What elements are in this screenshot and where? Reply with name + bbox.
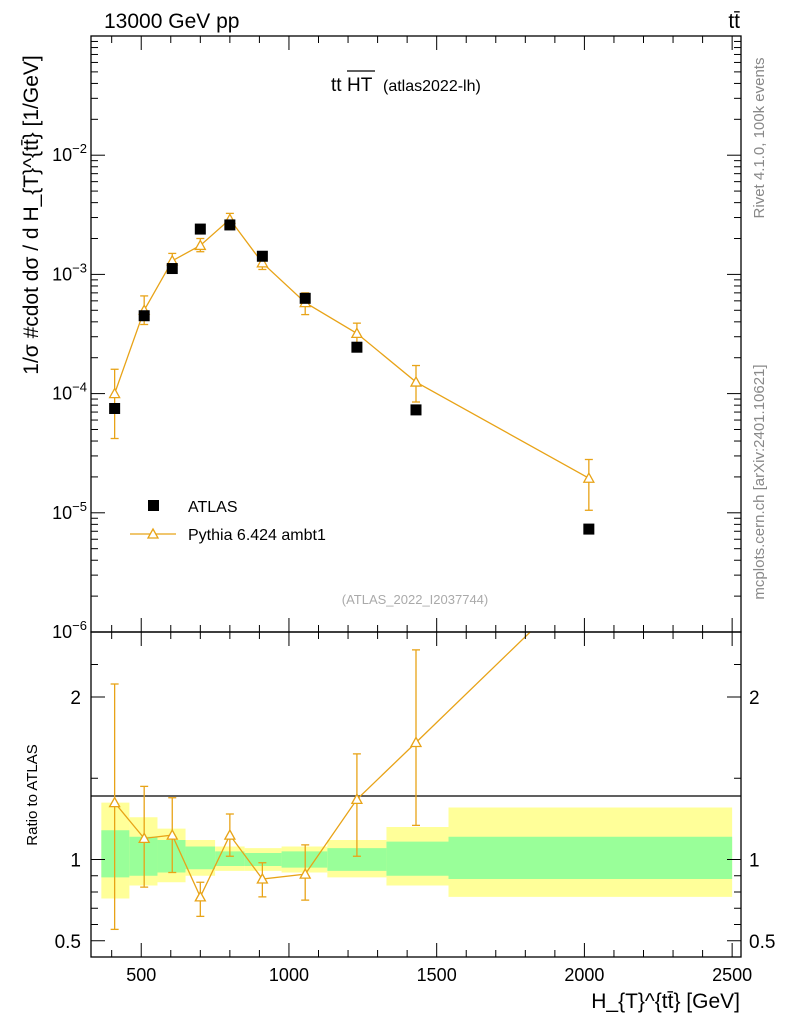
main-x-ticks [111,36,733,632]
ratio-band-inner [185,846,216,870]
ratio-pythia-point [256,872,269,884]
ratio-y-tick-label-right: 0.5 [749,932,775,953]
x-tick-label: 1000 [269,965,309,985]
atlas-point [109,402,121,414]
atlas-point [256,250,268,262]
ratio-y-tick-label-right: 2 [749,688,760,709]
ratio-y-tick-label: 1 [70,851,81,872]
pythia-point [582,471,595,483]
plot-title-main: tt [331,75,342,96]
legend: ATLAS Pythia 6.424 ambt1 [130,499,326,544]
ratio-band-inner [244,853,282,866]
ratio-band-inner [101,830,130,878]
pythia-point [108,387,121,399]
atlas-series [109,219,595,535]
plot-title-subtitle: (atlas2022-lh) [383,78,481,95]
ratio-pythia-point [350,793,364,805]
process-label: tt̄ [728,10,740,33]
main-y-tick-label: 10−4 [52,380,87,404]
analysis-watermark: (ATLAS_2022_I2037744) [342,592,488,607]
x-tick-label: 2500 [712,965,752,985]
ratio-y-axis-label: Ratio to ATLAS [24,744,41,845]
main-y-tick-label: 10−3 [52,260,87,284]
ratio-band-inner [129,836,158,876]
x-tick-label: 1500 [417,965,457,985]
ratio-band-inner [386,841,449,876]
main-y-tick-label: 10−5 [52,499,87,523]
legend-atlas-marker [148,500,159,511]
collision-label: 13000 GeV pp [104,10,239,33]
rivet-version-label: Rivet 4.1.0, 100k events [751,58,768,219]
ratio-y-axis: 0.5 0.5 1 1 2 2 [55,664,775,953]
legend-pythia-label: Pythia 6.424 ambt1 [188,527,326,544]
mcplots-label: mcplots.cern.ch [arXiv:2401.10621] [751,364,768,599]
ratio-y-tick-label: 0.5 [55,932,81,953]
plot-title: tt HT (atlas2022-lh) [331,70,481,96]
ratio-pythia-point [108,796,121,808]
atlas-point [583,523,595,535]
atlas-point [138,310,150,322]
ratio-pythia-point [138,832,151,844]
atlas-point [166,263,178,275]
ratio-pythia-point [223,828,236,840]
pythia-series [108,212,595,511]
legend-pythia-marker [146,527,160,539]
plot-title-overlined: HT [347,75,373,96]
ratio-pythia-line [114,632,532,899]
ratio-band-inner [157,840,186,873]
ratio-pythia-point [409,736,423,748]
ratio-panel: 0.5 0.5 1 1 2 2 500 1000 1500 2000 2500 Ratio to … [24,631,775,1013]
atlas-point [224,219,236,231]
ratio-pythia-point [299,867,312,879]
ratio-band-inner [327,848,387,871]
x-tick-label: 500 [126,965,156,985]
atlas-point [351,341,363,353]
ratio-uncertainty-bands [101,802,733,899]
pythia-line [114,218,590,479]
ratio-y-tick-label: 2 [70,688,81,709]
main-y-tick-label: 10−2 [52,141,87,165]
pythia-point [409,375,423,387]
ratio-pythia-point [166,828,179,840]
main-y-axis: 10−6 10−5 10−4 10−3 10−2 [52,40,741,642]
ratio-band-inner [448,836,733,879]
ratio-pythia-content [108,632,532,931]
atlas-point [410,404,422,416]
atlas-point [194,223,206,235]
x-tick-label: 2000 [564,965,604,985]
main-y-axis-label: 1/σ #cdot dσ / d H_{T}^{tt̄} [1/GeV] [20,55,43,374]
ratio-band-inner [215,851,245,866]
x-axis-label: H_{T}^{tt̄} [GeV] [591,990,740,1013]
pythia-point [194,239,207,251]
ratio-band-inner [281,851,328,868]
pythia-point [350,327,364,339]
ratio-pythia-point [194,890,207,902]
ratio-pythia-series [108,632,532,931]
atlas-point [299,292,311,304]
ratio-y-tick-label-right: 1 [749,851,760,872]
main-panel: 10−6 10−5 10−4 10−3 10−2 1/σ #cdot dσ / d H_… [20,35,742,642]
ratio-x-axis: 500 1000 1500 2000 2500 [111,632,752,985]
legend-atlas-label: ATLAS [188,499,238,516]
ratio-panel-frame [90,631,742,958]
main-y-tick-label: 10−6 [52,618,87,642]
pythia-point [256,256,269,268]
